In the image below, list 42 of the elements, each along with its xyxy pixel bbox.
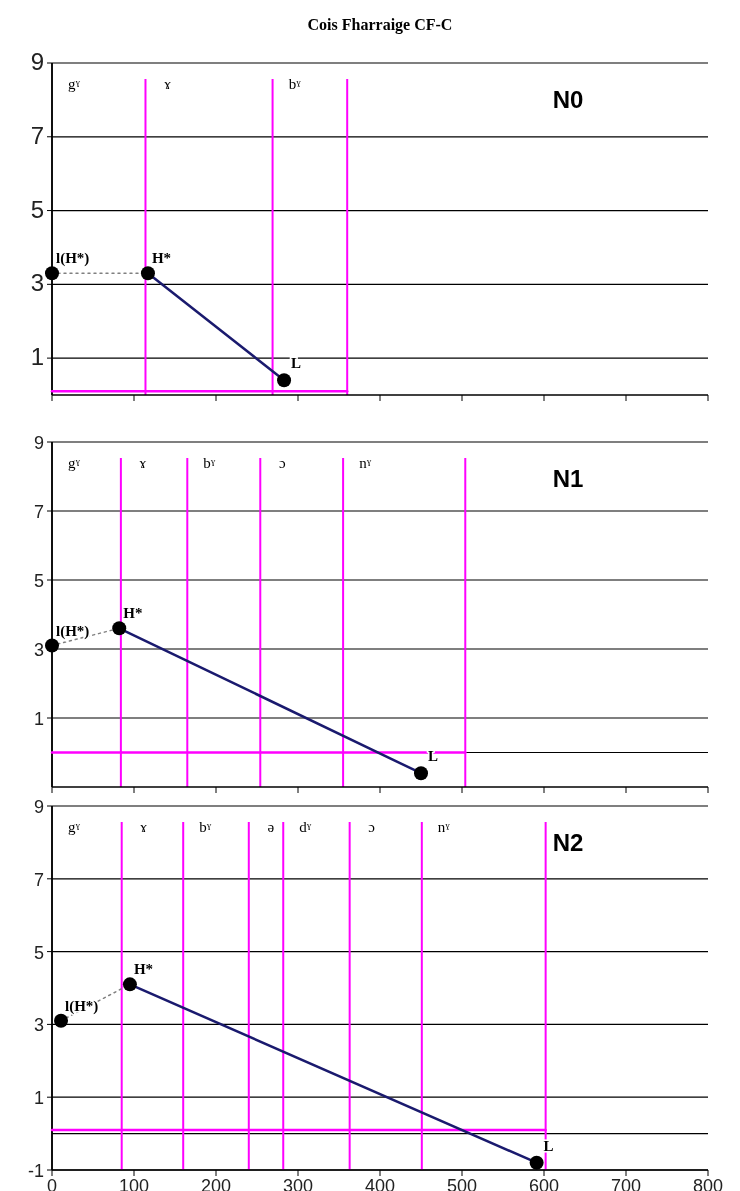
y-tick-label: 1: [30, 343, 44, 371]
text: N1: [552, 465, 584, 492]
ref-line-label: gˠ: [68, 76, 81, 92]
ref-line-label: ɤ: [140, 819, 148, 835]
y-tick-label: 7: [30, 121, 44, 149]
y-tick-label: 7: [33, 502, 44, 522]
ref-line-label: ɤ: [164, 76, 172, 92]
annotation: H*: [133, 961, 154, 978]
y-tick-label: 3: [33, 1015, 44, 1036]
text: N2: [552, 829, 584, 856]
y-tick-label: 9: [33, 797, 44, 817]
annotation: l(H*): [56, 622, 90, 640]
y-tick-label: 3: [33, 640, 44, 660]
ref-line-label: nˠ: [437, 819, 451, 835]
ref-line-label: bˠ: [288, 76, 302, 92]
y-tick-label: 9: [30, 48, 44, 75]
y-tick-label: 3: [30, 269, 44, 297]
annotation: l(H*): [65, 997, 99, 1015]
annotation: H*: [151, 250, 172, 267]
ref-line-label: gˠ: [68, 819, 81, 835]
ref-line-label: ɔ: [368, 819, 376, 835]
ref-line-label: ə: [267, 819, 275, 835]
annotation: l(H*): [56, 250, 90, 268]
text: N0: [552, 86, 584, 113]
y-tick-label: 5: [33, 571, 44, 591]
ref-line-label: dˠ: [299, 819, 312, 835]
chart-title: Cois Fharraige CF-C: [307, 16, 453, 34]
y-tick-label: 5: [30, 195, 44, 223]
y-tick-label: 7: [33, 869, 44, 890]
y-tick-label: 9: [33, 433, 44, 453]
ref-line-label: ɔ: [278, 455, 286, 471]
annotation: H*: [123, 605, 143, 622]
ref-line-label: bˠ: [203, 455, 216, 471]
ref-line-label: nˠ: [359, 455, 372, 471]
y-tick-label: -1: [27, 1161, 44, 1181]
ref-line-label: bˠ: [199, 819, 212, 835]
ref-line-label: ɤ: [139, 455, 147, 471]
annotation: L: [291, 355, 302, 372]
y-tick-label: 5: [33, 942, 44, 963]
y-tick-label: 1: [33, 709, 44, 729]
y-tick-label: 1: [33, 1088, 44, 1109]
ref-line-label: gˠ: [68, 455, 81, 471]
